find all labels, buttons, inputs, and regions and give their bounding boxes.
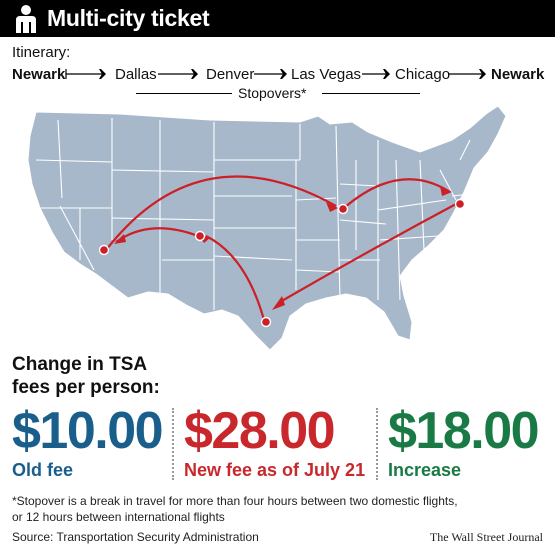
old-fee-value: $10.00 xyxy=(12,402,164,460)
city-markers xyxy=(98,198,466,328)
publisher-credit: The Wall Street Journal xyxy=(429,530,543,544)
divider xyxy=(376,408,379,480)
old-fee-block: $10.00 Old fee xyxy=(12,402,164,481)
marker-chicago xyxy=(337,203,349,215)
footnote: *Stopover is a break in travel for more … xyxy=(12,493,542,525)
marker-las-vegas xyxy=(98,244,110,256)
flight-arrows xyxy=(65,69,486,79)
footnote-line2: or 12 hours between international flight… xyxy=(12,510,225,524)
person-icon xyxy=(16,5,36,33)
itinerary-label: Itinerary: xyxy=(12,44,71,61)
increase-block: $18.00 Increase xyxy=(388,402,540,481)
divider xyxy=(172,408,175,480)
us-route-map xyxy=(27,105,507,351)
new-fee-caption: New fee as of July 21 xyxy=(184,460,366,480)
city-dallas: Dallas xyxy=(115,66,157,83)
city-las-vegas: Las Vegas xyxy=(291,66,362,83)
stopovers-label: Stopovers* xyxy=(238,85,307,101)
old-fee-caption: Old fee xyxy=(12,460,74,480)
stopovers-bracket-right xyxy=(322,93,420,94)
increase-caption: Increase xyxy=(388,460,462,480)
marker-denver xyxy=(194,230,206,242)
route-arrowheads xyxy=(114,186,452,310)
footnote-line1: *Stopover is a break in travel for more … xyxy=(12,494,458,508)
city-chicago: Chicago xyxy=(395,66,451,83)
marker-dallas xyxy=(260,316,272,328)
state-borders xyxy=(35,118,487,310)
plane-icons xyxy=(94,69,486,79)
city-newark-end: Newark xyxy=(491,66,545,83)
new-fee-value: $28.00 xyxy=(184,402,336,460)
source-note: Source: Transportation Security Administ… xyxy=(12,530,259,544)
page-title: Multi-city ticket xyxy=(47,5,210,31)
fees-heading-line1: Change in TSA xyxy=(12,354,148,375)
city-denver: Denver xyxy=(206,66,255,83)
stopovers-bracket-left xyxy=(136,93,232,94)
new-fee-block: $28.00 New fee as of July 21 xyxy=(184,405,365,481)
header-bar: Multi-city ticket xyxy=(0,0,555,37)
increase-value: $18.00 xyxy=(388,402,540,460)
fees-heading-line2: fees per person: xyxy=(12,377,160,398)
fees-heading: Change in TSA fees per person: xyxy=(12,353,160,399)
city-newark-start: Newark xyxy=(12,66,66,83)
itinerary-row: Newark Dallas Denver Las Vegas Chicago N… xyxy=(0,63,555,87)
marker-newark xyxy=(454,198,466,210)
